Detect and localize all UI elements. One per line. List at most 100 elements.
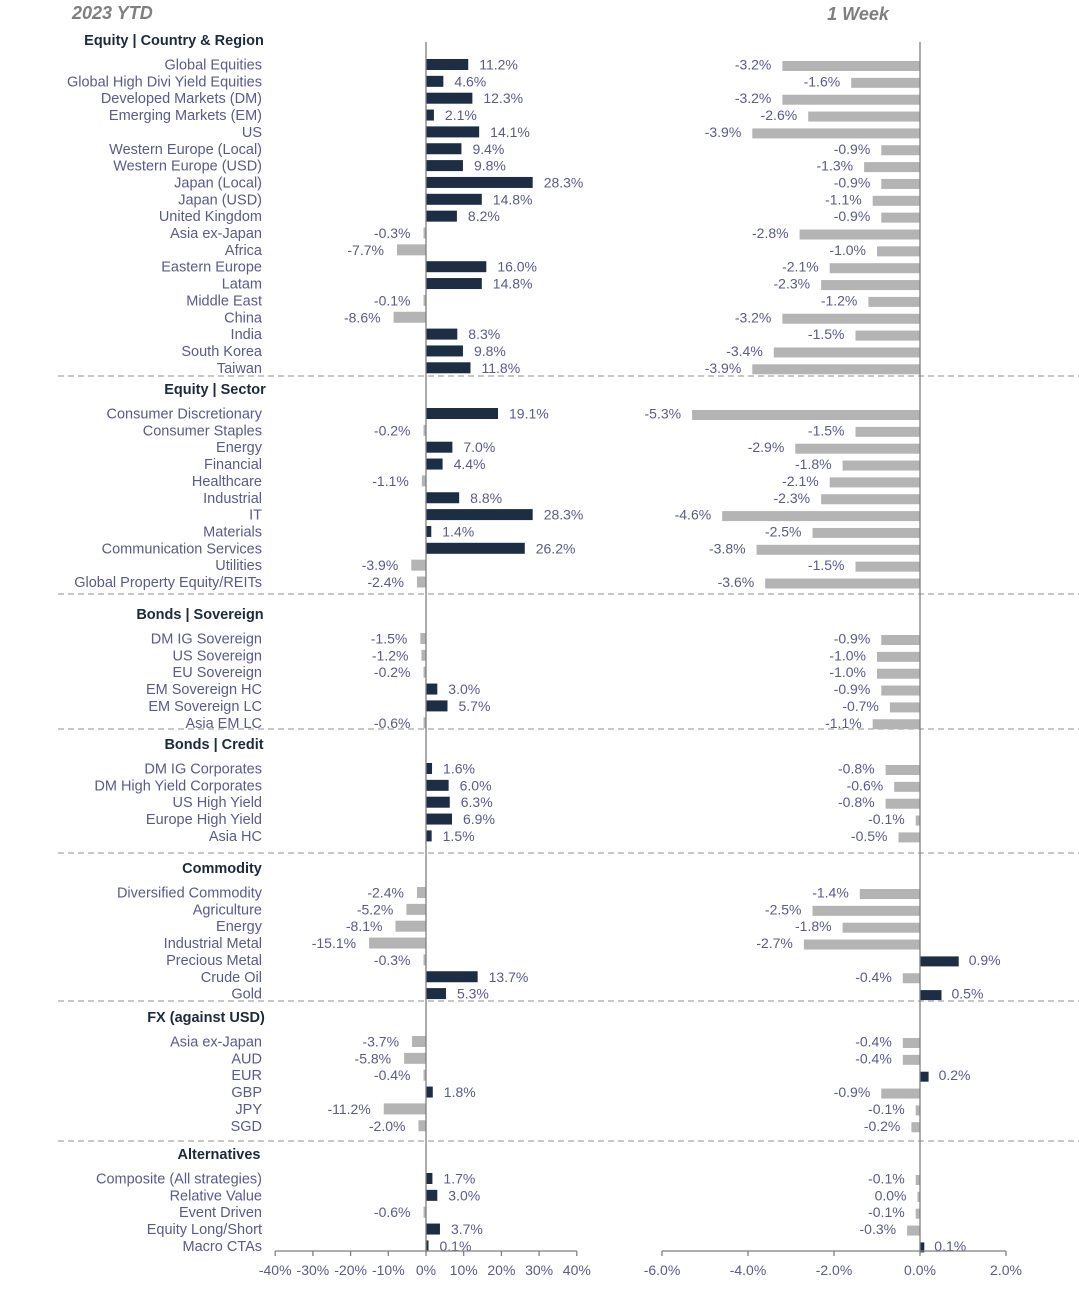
bar-week	[920, 990, 942, 1001]
row-label: Asia ex-Japan	[170, 226, 262, 242]
value-label-week: -0.9%	[834, 1084, 871, 1100]
value-label-week: -4.6%	[675, 507, 712, 523]
bar-ytd	[426, 210, 457, 222]
row-label: Consumer Discretionary	[106, 407, 262, 423]
bar-week	[915, 1208, 920, 1219]
bar-ytd	[426, 126, 480, 138]
bar-ytd	[423, 666, 426, 678]
row-label: EU Sovereign	[173, 665, 262, 681]
value-label-ytd: 28.3%	[544, 507, 584, 523]
value-label-ytd: 4.6%	[454, 73, 486, 89]
bar-week	[782, 313, 920, 324]
row-label: China	[224, 310, 263, 326]
tick-label-ytd: 30%	[525, 1262, 553, 1278]
value-label-ytd: -3.9%	[362, 557, 399, 573]
bar-ytd	[404, 1052, 426, 1064]
row-label: Western Europe (USD)	[113, 159, 262, 175]
chart-rows: Equity | Country & Region Global Equities…	[67, 33, 1001, 1255]
row-label: Precious Metal	[166, 953, 262, 969]
value-label-ytd: 13.7%	[489, 969, 529, 985]
value-label-ytd: -11.2%	[327, 1101, 370, 1117]
bar-week	[829, 477, 920, 488]
bar-ytd	[426, 345, 463, 357]
chart-axes: -40% -30% -20% -10% 0% 10% 20% 30% 40% -6.0% -4.0%…	[259, 42, 1022, 1278]
bar-week	[812, 905, 920, 916]
bar-ytd	[426, 261, 487, 273]
value-label-ytd: 5.7%	[458, 698, 490, 714]
value-label-week: -2.6%	[761, 107, 798, 123]
bar-ytd	[426, 1189, 438, 1201]
bar-week	[821, 494, 920, 505]
value-label-week: -0.1%	[868, 811, 905, 827]
value-label-week: -0.4%	[855, 969, 892, 985]
value-label-ytd: -7.7%	[347, 242, 384, 258]
value-label-week: -3.2%	[735, 57, 772, 73]
value-label-ytd: -1.5%	[371, 631, 408, 647]
row-label: Asia ex-Japan	[170, 1035, 262, 1051]
bar-week	[756, 544, 920, 555]
bar-ytd	[369, 937, 426, 949]
bar-ytd	[416, 576, 426, 588]
row-label: Latam	[222, 277, 262, 293]
bar-week	[855, 330, 920, 341]
bar-week	[795, 443, 920, 454]
bar-week	[803, 939, 920, 950]
value-label-ytd: 12.3%	[483, 90, 523, 106]
bar-ytd	[426, 542, 525, 554]
bar-week	[877, 651, 920, 662]
row-label: Global Property Equity/REITs	[74, 575, 262, 591]
value-label-week: -1.3%	[817, 158, 854, 174]
value-label-week: -1.0%	[829, 242, 866, 258]
bar-week	[859, 889, 920, 899]
value-label-ytd: 8.2%	[468, 208, 500, 224]
bar-week	[782, 94, 920, 105]
row-label: Financial	[204, 457, 262, 473]
bar-week	[752, 364, 920, 375]
row-label: Industrial Metal	[164, 936, 262, 952]
value-label-ytd: -1.1%	[372, 473, 409, 489]
bar-ytd	[383, 1103, 426, 1115]
bar-ytd	[426, 75, 444, 87]
row-label: Middle East	[186, 293, 262, 309]
tick-label-ytd: 10%	[450, 1262, 478, 1278]
row-label: India	[231, 327, 263, 343]
value-label-week: -0.1%	[868, 1204, 905, 1220]
value-label-week: -5.3%	[645, 406, 682, 422]
bar-week	[851, 77, 920, 88]
value-label-ytd: 6.0%	[460, 777, 492, 793]
bar-ytd	[426, 408, 499, 419]
value-label-week: -1.8%	[795, 918, 832, 934]
row-label: IT	[249, 508, 262, 524]
value-label-ytd: 14.1%	[490, 124, 530, 140]
row-label: Event Driven	[179, 1205, 262, 1221]
tick-label-ytd: 20%	[487, 1262, 515, 1278]
bar-ytd	[426, 278, 482, 290]
bar-week	[821, 280, 920, 291]
value-label-week: -0.6%	[847, 777, 884, 793]
value-label-week: -2.5%	[765, 901, 802, 917]
value-label-ytd: 1.7%	[443, 1171, 475, 1187]
value-label-ytd: 2.1%	[445, 107, 477, 123]
bar-ytd	[426, 59, 469, 70]
bar-week	[889, 702, 920, 713]
value-label-week: -0.7%	[842, 698, 879, 714]
tick-label-week: -4.0%	[730, 1262, 767, 1278]
bar-ytd	[411, 559, 426, 571]
value-label-ytd: -3.7%	[362, 1034, 399, 1050]
tick-label-ytd: -20%	[334, 1262, 367, 1278]
bar-ytd	[412, 1036, 426, 1047]
bar-ytd	[423, 227, 426, 239]
bar-week	[692, 410, 920, 420]
value-label-week: -2.8%	[752, 225, 789, 241]
bar-ytd	[418, 1120, 426, 1132]
value-label-week: -2.1%	[782, 259, 819, 275]
bar-week	[902, 1054, 920, 1065]
value-label-week: -0.3%	[860, 1221, 897, 1237]
bar-ytd	[426, 362, 471, 374]
bar-week	[877, 668, 920, 679]
bar-week	[773, 347, 920, 358]
value-label-week: -3.9%	[705, 360, 742, 376]
row-label: Energy	[216, 919, 263, 935]
bar-week	[881, 212, 920, 223]
value-label-ytd: -2.4%	[367, 885, 404, 901]
